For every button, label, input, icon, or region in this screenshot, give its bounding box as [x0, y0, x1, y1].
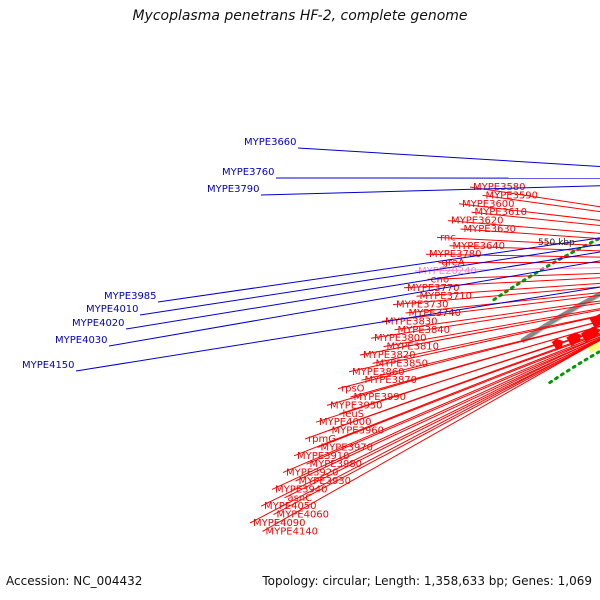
gene-label: eno: [431, 274, 450, 285]
gene-leader-line: [282, 336, 600, 474]
gene-label: MYPE3800: [374, 333, 427, 344]
accession-text: Accession: NC_004432: [6, 574, 143, 588]
gene-label: MYPE3630: [464, 224, 517, 235]
gene-leader-line: [436, 236, 600, 247]
gene-label: MYPE3930: [299, 476, 352, 487]
gene-label: MYPE3620: [451, 216, 504, 227]
gene-label: MYPE3660: [244, 137, 297, 148]
gene-label: MYPE3730: [396, 300, 449, 311]
gene-label: MYPE4000: [319, 417, 372, 428]
gene-label: MYPE3910: [297, 451, 350, 462]
gene-label: MYPE3985: [104, 291, 157, 302]
gene-label: MYPE20240: [418, 266, 477, 277]
gene-leader-line: [293, 334, 600, 457]
gene-leader-line: [425, 253, 600, 258]
gene-leader-line: [262, 339, 600, 532]
gene-leader-line: [392, 286, 600, 306]
gene-leader-line: [414, 267, 600, 272]
gene-leader-line: [306, 338, 600, 465]
gene-leader-line: [139, 244, 600, 316]
gene-leader-line: [447, 220, 600, 234]
gene-leader-line: [108, 260, 600, 347]
gene-label: MYPE3990: [354, 392, 407, 403]
gene-leader-line: [348, 315, 600, 373]
gene-label: MYPE3980: [310, 459, 363, 470]
scale-label: 550 kbp: [538, 238, 575, 248]
gene-leader-line: [394, 300, 600, 331]
gene-label: MYPE3810: [387, 342, 440, 353]
gene-label: MYPE3820: [363, 350, 416, 361]
gene-label: MYPE4030: [55, 335, 108, 346]
gene-leader-line: [427, 272, 600, 280]
gene-label: MYPE3830: [385, 316, 438, 327]
scale-label-layer: 450 kbp460 kbp470 kbp480 kbp490 kbp500 k…: [538, 238, 575, 248]
gene-label: rpmG: [308, 434, 336, 445]
gene-leader-line: [383, 308, 600, 348]
map-title: Mycoplasma penetrans HF-2, complete geno…: [132, 8, 468, 24]
gene-label: greA: [442, 258, 465, 269]
gene-label: MYPE4050: [264, 501, 317, 512]
gene-leader-line: [315, 329, 600, 423]
gene-label: MYPE3710: [420, 291, 473, 302]
gene-label: rpsO: [341, 384, 365, 395]
gene-label: MYPE3850: [376, 358, 429, 369]
gene-leader-line: [125, 251, 600, 330]
gene-label: MYPE3790: [207, 184, 260, 195]
gene-label: MYPE4090: [253, 518, 306, 529]
gene-label: MYPE3600: [462, 199, 515, 210]
gene-label: MYPE4140: [266, 526, 319, 537]
gene-label: MYPE3870: [365, 375, 418, 386]
gene-label: MYPE3860: [352, 367, 405, 378]
gene-leader-line: [337, 320, 600, 390]
gene-label: MYPE4010: [86, 304, 139, 315]
gene-leader-line: [372, 314, 600, 364]
gene-label: MYPE3640: [453, 241, 506, 252]
gene-leader-line: [449, 245, 600, 252]
gene-label-layer: MYPE3580MYPE3590MYPE3600MYPE3610MYPE3620…: [22, 137, 600, 537]
gene-leader-line: [304, 332, 600, 440]
gene-label: MYPE3780: [429, 249, 482, 260]
gene-label: MYPE3770: [407, 283, 460, 294]
gene-leader-line: [75, 286, 600, 372]
gene-leader-line: [370, 302, 600, 339]
gene-leader-line: [405, 292, 600, 314]
gene-leader-line: [350, 326, 600, 398]
gene-label: asnC: [288, 493, 313, 504]
gene-label: rnc: [440, 232, 456, 243]
gene-leader-line: [295, 339, 600, 482]
gene-label: leuS: [343, 409, 365, 420]
gene-leader-line: [284, 339, 600, 499]
gene-label: MYPE3610: [475, 207, 528, 218]
gene-leader-line: [157, 237, 600, 303]
gene-label: MYPE4060: [277, 510, 330, 521]
gene-label: MYPE3760: [222, 167, 275, 178]
forward-feature-arrow: [589, 310, 600, 328]
gene-label: MYPE4020: [72, 318, 125, 329]
gene-leader-line: [361, 320, 600, 381]
gene-label: MYPE4150: [22, 360, 75, 371]
gene-leader-line: [260, 185, 600, 196]
gene-label: MYPE3950: [330, 400, 383, 411]
gene-leader-line: [403, 277, 600, 289]
gene-leader-line: [297, 147, 600, 167]
gene-leader-line: [416, 282, 600, 297]
gene-leader-line: [381, 294, 600, 322]
gene-leader-line: [271, 337, 600, 490]
topology-text: Topology: circular; Length: 1,358,633 bp…: [262, 574, 592, 588]
gene-leader-line: [326, 325, 600, 406]
gene-label: MYPE3970: [321, 442, 374, 453]
gene-leader-line: [249, 338, 600, 524]
gene-label: MYPE3590: [486, 190, 539, 201]
gene-leader-line: [359, 309, 600, 356]
gene-label: MYPE3580: [473, 182, 526, 193]
gene-leader-line: [317, 336, 600, 448]
